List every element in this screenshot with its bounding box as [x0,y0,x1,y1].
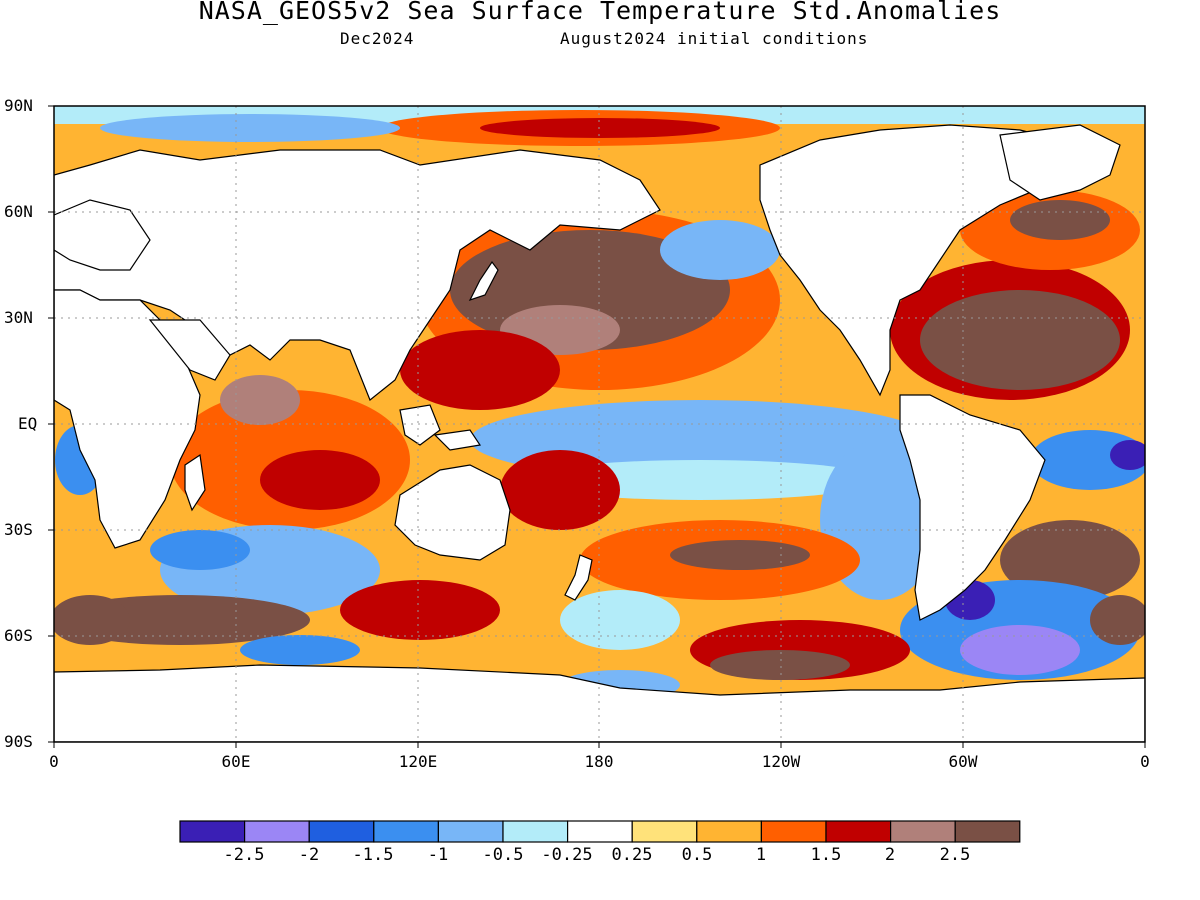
colorbar-swatch [696,820,762,843]
lat-label: 30N [4,308,33,327]
colorbar-swatch [889,820,956,843]
colorbar-swatch [437,820,504,843]
colorbar-label: 2 [884,845,896,865]
colorbar-label: 1 [755,845,767,865]
map-title: NASA_GEOS5v2 Sea Surface Temperature Std… [198,0,1002,25]
colorbar-label: -0.25 [541,845,593,865]
colorbar-swatch [825,820,892,843]
lon-label: 0 [1140,752,1150,771]
lat-label: 60N [4,202,33,221]
lon-label: 120W [761,752,801,771]
axis-ticks [48,105,1146,748]
colorbar-swatch [631,820,698,843]
colorbar-swatch [566,820,633,843]
lon-label: 120E [398,752,438,771]
lon-label: 60E [221,752,251,771]
gridlines [54,106,1145,742]
land-masses [54,124,1145,742]
colorbar-swatch [760,820,827,843]
colorbar-swatch [373,820,439,843]
colorbar-label: 2.5 [939,845,971,865]
colorbar-swatch [179,820,246,843]
colorbar-label: -2 [298,845,320,865]
initial-conditions: August2024 initial conditions [560,29,869,48]
lat-label: 30S [4,520,33,539]
lat-label: EQ [18,414,38,433]
lat-label: 60S [4,626,33,645]
lon-label: 180 [584,752,614,771]
colorbar [179,820,1021,843]
colorbar-label: -2.5 [223,845,265,865]
forecast-month: Dec2024 [340,29,415,48]
colorbar-label: 1.5 [810,845,842,865]
colorbar-label: -0.5 [482,845,524,865]
colorbar-label: 0.25 [611,845,653,865]
colorbar-label: -1.5 [352,845,394,865]
lat-label: 90S [4,732,33,751]
colorbar-swatch [244,820,310,843]
colorbar-label: -1 [427,845,449,865]
lon-label: 0 [49,752,59,771]
lon-label: 60W [948,752,978,771]
lat-label: 90N [4,96,33,115]
colorbar-swatch [954,820,1021,843]
colorbar-swatch [502,820,569,843]
colorbar-swatch [308,820,375,843]
colorbar-label: 0.5 [681,845,713,865]
